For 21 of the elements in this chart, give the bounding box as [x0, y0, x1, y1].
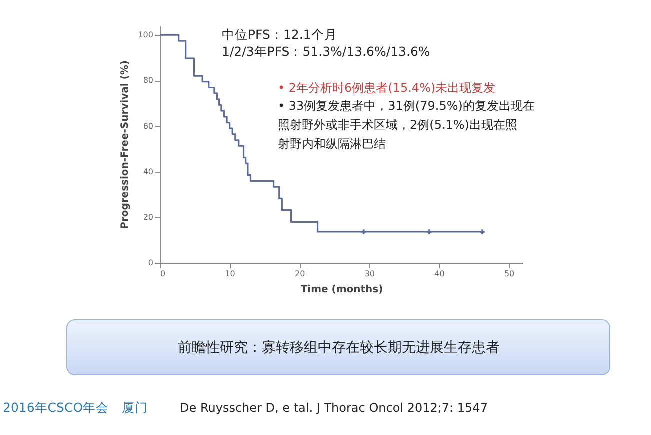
text: 2016年CSCO年会 厦门: [3, 400, 148, 415]
y-tick-label: 60: [143, 122, 154, 131]
annotation: 1/2/3年PFS：51.3%/13.6%/13.6%: [222, 44, 430, 59]
x-tick-label: 10: [225, 270, 236, 278]
y-tick-label: 80: [143, 76, 154, 86]
y-tick-label: 40: [143, 167, 154, 176]
x-tick-label: 50: [504, 270, 515, 278]
annotation: 中位PFS：12.1个月: [222, 27, 338, 42]
text: 前瞻性研究：寡转移组中存在较长期无进展生存患者: [178, 340, 500, 356]
x-tick-label: 0: [160, 270, 166, 278]
text: De Ruysscher D, e tal. J Thorac Oncol 2012;7: 1547: [180, 401, 488, 415]
x-tick-label: 20: [295, 270, 306, 278]
y-axis-title: Progression-Free-Survival (%): [120, 60, 132, 230]
x-tick-label: 30: [364, 270, 376, 278]
y-tick-label: 20: [143, 212, 154, 222]
y-tick-label: 0: [148, 258, 154, 268]
x-axis-title: Time (months): [300, 284, 384, 296]
y-tick-label: 100: [138, 30, 154, 40]
x-tick-label: 40: [434, 270, 445, 278]
annotation: • 2年分析时6例患者(15.4%)未出现复发: [278, 81, 496, 95]
annotation: • 33例复发患者中，31例(79.5%)的复发出现在照射野外或非手术区域，2例(5.1%)出现在照射野内和纵隔淋巴结: [278, 99, 535, 151]
